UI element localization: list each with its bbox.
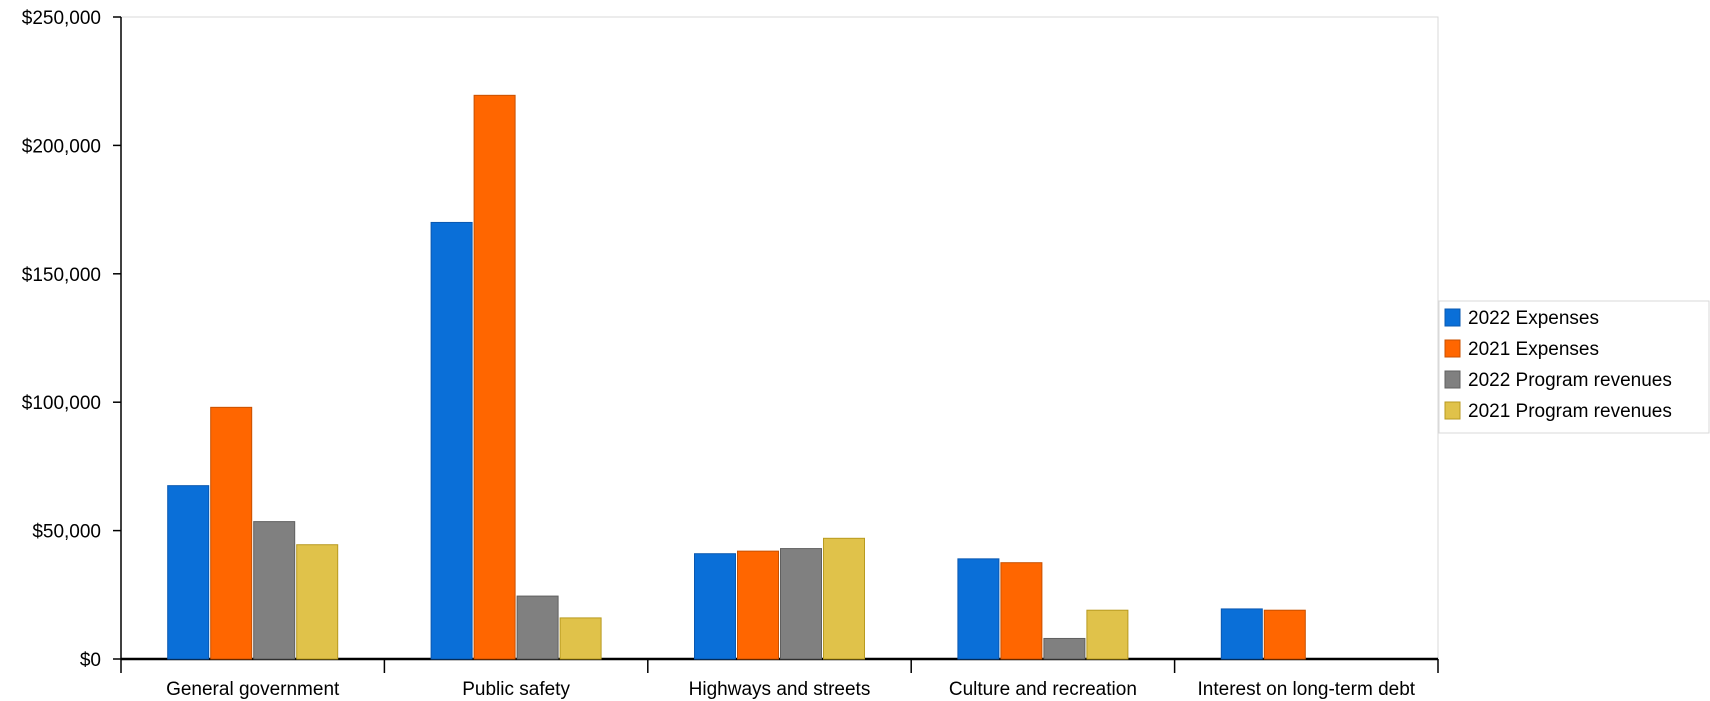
- bar-2021-program-revenues: [1086, 609, 1129, 660]
- bar-2022-expenses: [957, 558, 1000, 660]
- bar-2021-expenses: [737, 550, 779, 660]
- legend-swatch: [1444, 339, 1461, 358]
- y-tick-label: $150,000: [22, 265, 101, 286]
- legend-label: 2021 Expenses: [1468, 339, 1599, 360]
- y-axis: $0 $50,000 $100,000 $150,000 $200,000 $250,00…: [22, 8, 122, 671]
- bar-2022-expenses: [430, 221, 473, 660]
- bar-2021-expenses: [473, 94, 516, 660]
- legend: 2022 Expenses 2021 Expenses 2022 Program r…: [1438, 300, 1710, 434]
- legend-label: 2022 Expenses: [1468, 308, 1599, 329]
- bar-2021-program-revenues: [823, 537, 865, 660]
- legend-label: 2021 Program revenues: [1468, 401, 1672, 422]
- x-axis: General government Public safety Highways …: [120, 657, 1439, 700]
- y-tick-label: $100,000: [22, 393, 101, 414]
- bar-2022-program-revenues: [1043, 637, 1086, 660]
- bar-2022-program-revenues: [780, 548, 822, 660]
- plot-area: [120, 16, 1439, 660]
- legend-swatch: [1444, 370, 1461, 389]
- legend-swatch: [1444, 401, 1461, 420]
- bar-2021-program-revenues: [559, 617, 602, 660]
- y-tick-label: $200,000: [22, 136, 101, 157]
- bar-2021-expenses: [1263, 609, 1306, 660]
- bar-2022-expenses: [1220, 608, 1263, 660]
- y-tick-label: $50,000: [32, 522, 101, 543]
- bar-2021-program-revenues: [296, 544, 339, 660]
- bar-2022-program-revenues: [253, 521, 296, 660]
- x-category-label: Highways and streets: [689, 679, 871, 700]
- y-tick-label: $250,000: [22, 8, 101, 29]
- bar-2021-expenses: [1000, 562, 1043, 660]
- bar-2021-expenses: [210, 406, 253, 660]
- bar-2022-program-revenues: [516, 595, 559, 660]
- y-tick-label: $0: [80, 650, 101, 671]
- legend-swatch: [1444, 308, 1461, 327]
- bar-2022-expenses: [694, 553, 736, 660]
- bar-2022-expenses: [167, 485, 210, 660]
- plot-frame: [120, 16, 1439, 660]
- x-category-label: Culture and recreation: [949, 679, 1137, 700]
- x-category-label: Interest on long-term debt: [1198, 679, 1416, 700]
- x-category-label: General government: [166, 679, 340, 700]
- x-category-label: Public safety: [462, 679, 570, 700]
- legend-label: 2022 Program revenues: [1468, 370, 1672, 391]
- bars: [167, 94, 1306, 660]
- legend-box: [1438, 300, 1710, 434]
